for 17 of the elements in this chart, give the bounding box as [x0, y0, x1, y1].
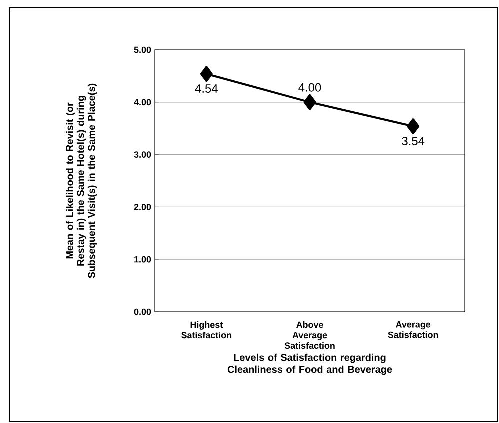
y-tick-label: 3.00	[134, 152, 152, 158]
point	[304, 94, 316, 110]
data-label: 4.00	[298, 83, 322, 92]
x-tick-label: Average Satisfaction	[388, 322, 438, 338]
x-tick-label: Above Average Satisfaction	[284, 322, 335, 350]
data-label: 4.54	[195, 84, 218, 93]
y-tick-label: 5.00	[134, 46, 152, 54]
x-axis-title: Levels of Satisfaction regarding Cleanliness of Food and Beverage	[228, 354, 392, 376]
y-tick-label: 2.00	[134, 204, 152, 210]
x-tick-label: Highest Satisfaction	[182, 322, 232, 339]
y-axis-title: Mean of Likelihood to Revisit (or Restay in) the Same Hotel(s) during Subsequent Visit(s) in the Same Place(s)	[66, 84, 98, 278]
y-tick-label: 0.00	[134, 308, 152, 316]
y-tick-label: 4.00	[134, 99, 152, 106]
y-tick-label: 1.00	[134, 256, 152, 263]
point	[200, 66, 213, 82]
data-label: 3.54	[402, 137, 425, 146]
point	[407, 118, 420, 135]
